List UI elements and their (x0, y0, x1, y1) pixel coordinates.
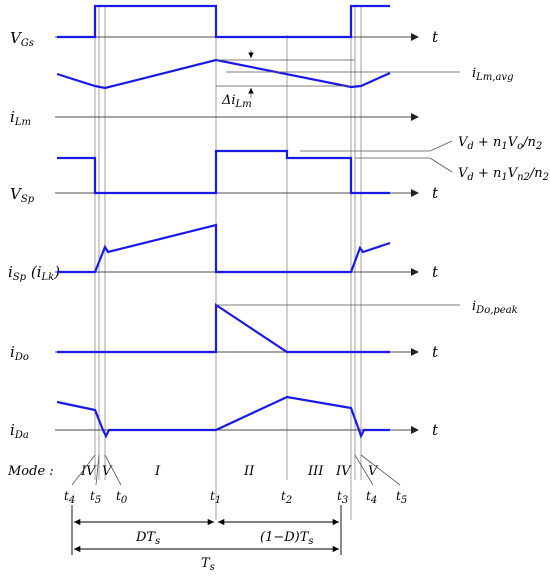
time-label: t5 (90, 489, 101, 506)
waveform-ida (56, 395, 390, 439)
label-dts: DTs (135, 530, 160, 547)
label-ts: Ts (201, 556, 215, 572)
waveform-ido (57, 302, 390, 354)
axis-t-label: t (432, 421, 439, 439)
waveform-vsp (57, 149, 390, 195)
label-vsp-mid: Vd + n1Vn2/n2 (458, 166, 549, 183)
waveform-isp (57, 223, 391, 274)
label-ido: iDo (10, 343, 29, 363)
label-ilm: iLm (10, 108, 31, 128)
waveform-vgs (57, 4, 390, 39)
label-delta-ilm: ΔiLm (221, 93, 252, 110)
signal-labels: VGs iLm VSp iSp (iLk) iDo iDa (8, 29, 60, 441)
axis-t-label: t (432, 343, 439, 361)
time-label: t3 (337, 489, 348, 506)
label-ido-peak: iDo,peak (472, 299, 518, 316)
leader-t5b (360, 454, 401, 486)
label-vsp: VSp (10, 185, 35, 205)
leader-t5 (95, 454, 100, 486)
axis-t-label: t (432, 28, 439, 46)
mode-segment: V (102, 464, 113, 479)
signal-axes (55, 33, 419, 434)
mode-segment: IV (335, 464, 352, 479)
time-gridlines (94, 5, 362, 520)
leader-t4b (354, 454, 374, 486)
vsp-high-leader-diag (429, 140, 453, 152)
mode-segment: IV (80, 464, 97, 479)
mode-row: Mode : IV V I II III IV V (7, 464, 379, 479)
label-vsp-high: Vd + n1Vo/n2 (458, 135, 542, 152)
axis-t-label: t (432, 184, 439, 202)
label-vgs: VGs (10, 29, 34, 49)
label-isp: iSp (iLk) (8, 263, 60, 283)
time-labels: t4 t5 t0 t1 t2 t3 t4 t5 (64, 489, 407, 506)
time-label: t4 (64, 489, 75, 506)
leader-t0 (104, 454, 122, 486)
annotation-ilm-avg: iLm,avg ΔiLm (216, 50, 514, 110)
vsp-mid-leader-diag (429, 157, 453, 173)
annotation-vsp: Vd + n1Vo/n2 Vd + n1Vn2/n2 (300, 135, 549, 183)
mode-segment: II (243, 464, 255, 479)
waveforms (56, 4, 391, 439)
period-dimensions: DTs (1−D)Ts Ts (71, 505, 342, 573)
mode-segment: I (154, 464, 161, 479)
time-label: t5 (396, 489, 407, 506)
mode-label: Mode : (7, 464, 54, 479)
leader-t4 (71, 454, 96, 486)
time-label: t4 (366, 489, 377, 506)
axis-t-label: t (432, 263, 439, 281)
waveform-ilm (56, 58, 391, 90)
mode-segment: III (307, 464, 324, 479)
mode-segment: V (368, 464, 379, 479)
time-label: t0 (116, 489, 128, 506)
time-leaders (71, 454, 401, 486)
axis-t-labels: t t t t t (432, 28, 439, 439)
label-one-minus-d: (1−D)Ts (260, 530, 314, 547)
time-label: t1 (210, 489, 221, 506)
label-ilm-avg: iLm,avg (472, 66, 514, 83)
label-ida: iDa (10, 421, 29, 441)
annotation-ido-peak: iDo,peak (216, 299, 518, 316)
time-label: t2 (281, 489, 292, 506)
